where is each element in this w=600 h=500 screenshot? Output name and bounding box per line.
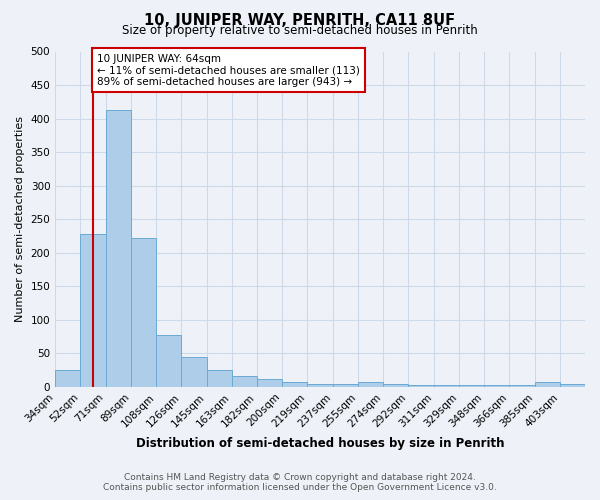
Bar <box>156 336 181 387</box>
Bar <box>535 382 560 387</box>
Text: Contains HM Land Registry data © Crown copyright and database right 2024.
Contai: Contains HM Land Registry data © Crown c… <box>103 473 497 492</box>
Bar <box>131 238 156 387</box>
Bar <box>181 357 206 387</box>
Bar <box>257 379 282 387</box>
Bar <box>459 385 484 387</box>
Bar <box>106 110 131 387</box>
Bar <box>560 384 585 387</box>
Bar <box>232 376 257 387</box>
Bar <box>55 370 80 387</box>
Bar <box>80 234 106 387</box>
Bar <box>358 382 383 387</box>
Bar <box>332 384 358 387</box>
Y-axis label: Number of semi-detached properties: Number of semi-detached properties <box>15 116 25 322</box>
Bar <box>409 385 434 387</box>
Bar <box>509 385 535 387</box>
Bar <box>484 385 509 387</box>
Text: Size of property relative to semi-detached houses in Penrith: Size of property relative to semi-detach… <box>122 24 478 37</box>
Text: 10, JUNIPER WAY, PENRITH, CA11 8UF: 10, JUNIPER WAY, PENRITH, CA11 8UF <box>145 12 455 28</box>
X-axis label: Distribution of semi-detached houses by size in Penrith: Distribution of semi-detached houses by … <box>136 437 505 450</box>
Bar <box>206 370 232 387</box>
Bar <box>307 384 332 387</box>
Bar <box>434 385 459 387</box>
Bar <box>383 384 409 387</box>
Bar <box>282 382 307 387</box>
Text: 10 JUNIPER WAY: 64sqm
← 11% of semi-detached houses are smaller (113)
89% of sem: 10 JUNIPER WAY: 64sqm ← 11% of semi-deta… <box>97 54 359 86</box>
